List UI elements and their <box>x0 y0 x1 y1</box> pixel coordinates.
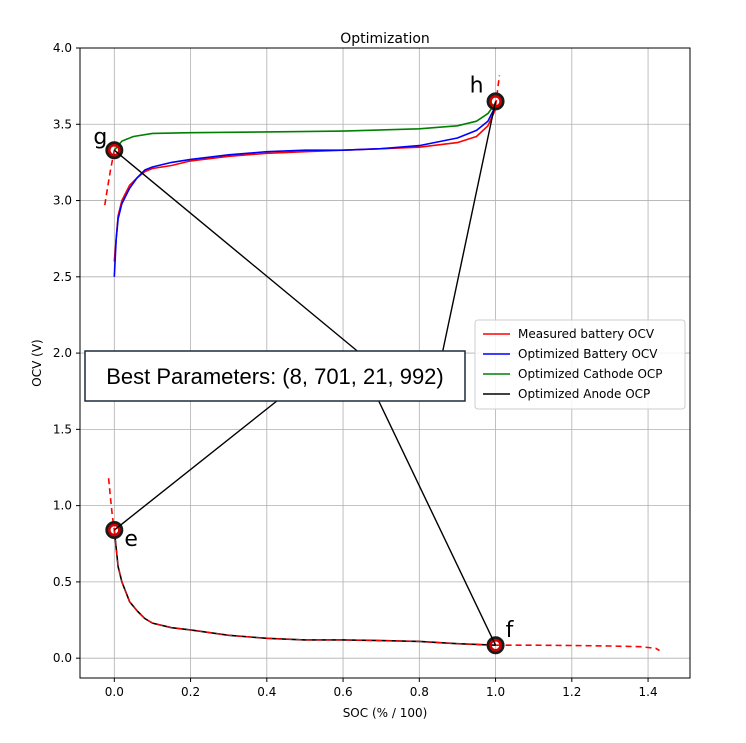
point-marker-g <box>105 141 124 160</box>
y-axis-label: OCV (V) <box>30 339 44 386</box>
point-marker-inner-f <box>489 638 502 652</box>
best-parameters-text: Best Parameters: (8, 701, 21, 992) <box>106 364 444 389</box>
y-tick-label: 0.0 <box>53 651 72 665</box>
chart-title: Optimization <box>340 31 430 47</box>
x-axis-label: SOC (% / 100) <box>343 706 428 720</box>
x-tick-label: 0.2 <box>181 685 200 699</box>
plot-frame <box>79 47 691 679</box>
point-marker-inner-e <box>108 523 121 537</box>
x-tick-label: 0.8 <box>410 685 429 699</box>
point-marker-inner-g <box>108 143 121 157</box>
measured-dashed-extension <box>494 75 501 107</box>
anode-measured-overlay <box>113 529 496 646</box>
y-tick-label: 2.0 <box>53 346 72 360</box>
point-label-e: e <box>124 527 138 552</box>
x-tick-label: 1.2 <box>562 685 581 699</box>
point-label-f: f <box>506 618 515 643</box>
legend-box <box>474 319 686 410</box>
point-marker-f <box>486 636 505 655</box>
x-tick-label: 1.0 <box>486 685 505 699</box>
legend-label-measured: Measured battery OCV <box>518 327 655 341</box>
series-line-optimized-battery-ocv <box>113 105 497 277</box>
point-marker-h <box>486 92 505 111</box>
y-tick-label: 2.5 <box>53 270 72 284</box>
legend: Measured battery OCV Optimized Battery O… <box>474 319 686 410</box>
point-label-g: g <box>93 125 107 150</box>
x-tick-label: 0.0 <box>105 685 124 699</box>
series-line-measured-battery-ocv <box>113 108 497 262</box>
point-marker-inner-h <box>489 95 502 108</box>
measured-dashed-extension <box>104 150 116 206</box>
y-tick-label: 0.5 <box>53 575 72 589</box>
best-parameters-box: Best Parameters: (8, 701, 21, 992) <box>84 350 466 402</box>
annotation-arrows <box>113 101 497 646</box>
y-tick-label: 3.0 <box>53 194 72 208</box>
x-tick-label: 0.4 <box>257 685 276 699</box>
arrow-from-f <box>372 388 497 646</box>
arrow-from-g <box>113 149 374 365</box>
arrow-from-h <box>437 101 497 365</box>
measured-dashed-extension <box>495 644 660 652</box>
best-parameters-frame <box>84 350 466 402</box>
series-line-optimized-cathode-ocp <box>113 102 497 151</box>
arrow-from-e <box>113 388 293 531</box>
axis-ticks: 0.0 0.2 0.4 0.6 0.8 1.0 1.2 1.4 0.0 0.5 1.0 1.5 2.0 2… <box>53 41 658 699</box>
legend-label-anode: Optimized Anode OCP <box>518 387 650 401</box>
legend-label-cathode: Optimized Cathode OCP <box>518 367 663 381</box>
point-marker-e <box>105 521 124 540</box>
legend-label-battery: Optimized Battery OCV <box>518 347 658 361</box>
marked-points: g h e f <box>93 73 515 655</box>
x-tick-label: 0.6 <box>334 685 353 699</box>
point-label-h: h <box>470 73 484 98</box>
y-tick-label: 3.5 <box>53 117 72 131</box>
x-tick-label: 1.4 <box>639 685 658 699</box>
y-tick-label: 1.5 <box>53 422 72 436</box>
y-tick-label: 1.0 <box>53 499 72 513</box>
y-tick-label: 4.0 <box>53 41 72 55</box>
